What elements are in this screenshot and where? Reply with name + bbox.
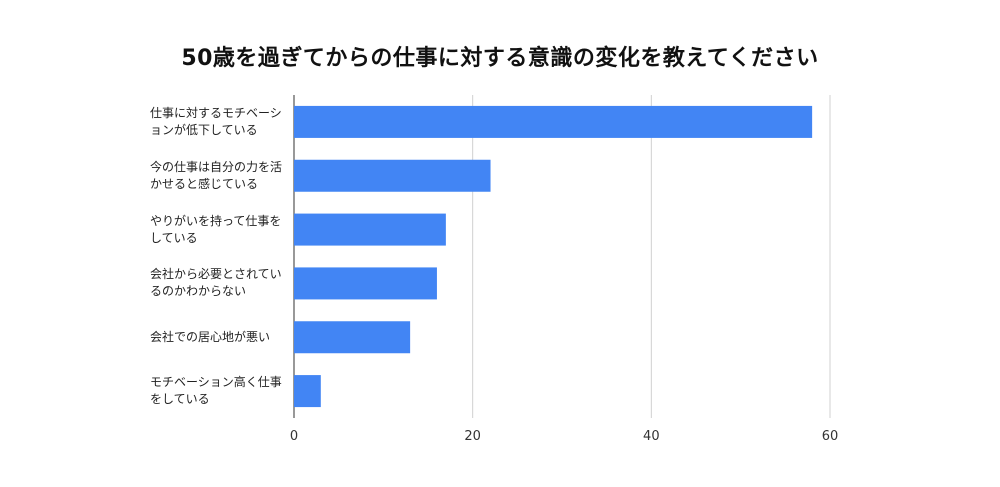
chart-title: 50歳を過ぎてからの仕事に対する意識の変化を教えてください xyxy=(181,46,819,71)
bar xyxy=(294,159,491,192)
category-label: やりがいを持って仕事をしている xyxy=(150,213,282,245)
bar xyxy=(294,267,437,300)
category-label: モチベーション高く仕事をしている xyxy=(150,375,282,407)
bar xyxy=(294,105,813,138)
bar xyxy=(294,321,411,354)
x-tick-label: 60 xyxy=(822,429,839,444)
x-tick-label: 20 xyxy=(464,429,481,444)
category-label: 会社から必要とされているのかわからない xyxy=(150,267,282,299)
x-tick-label: 0 xyxy=(290,429,298,444)
category-label: 今の仕事は自分の力を活かせると感じている xyxy=(150,159,283,191)
category-label: 会社での居心地が悪い xyxy=(150,329,271,344)
category-label: 仕事に対するモチベーションが低下している xyxy=(150,105,282,137)
bar xyxy=(294,213,446,246)
bar xyxy=(294,375,321,408)
x-tick-label: 40 xyxy=(643,429,660,444)
